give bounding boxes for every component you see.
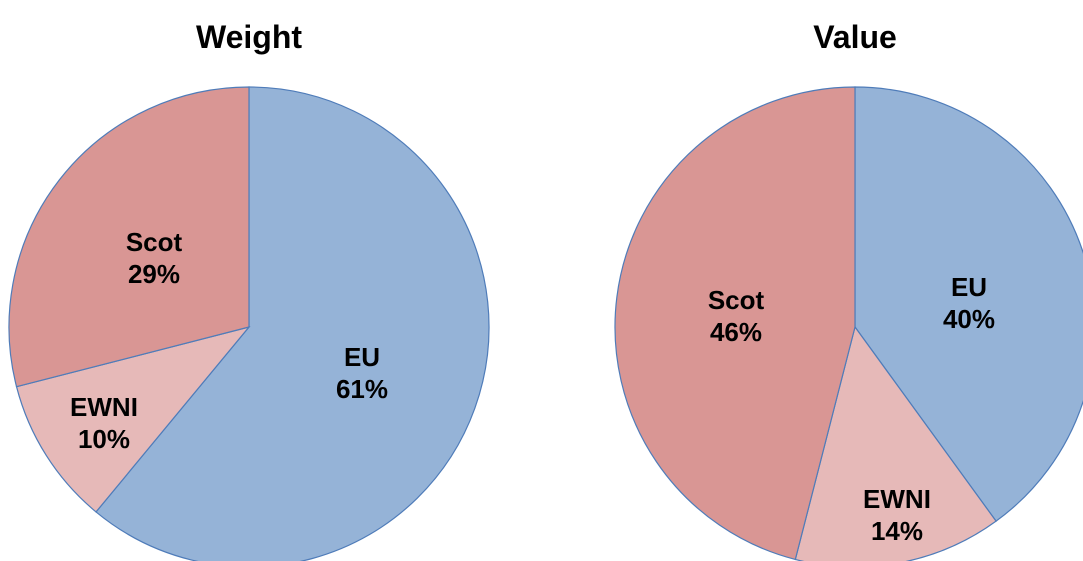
slice-label-value-eu: EU	[951, 272, 987, 302]
pie-slice-weight-scot	[8, 86, 250, 388]
slice-value-weight-ewni: 10%	[78, 424, 130, 454]
value-chart-title: Value	[813, 19, 897, 55]
slice-value-value-ewni: 14%	[871, 516, 923, 546]
slice-label-weight-eu: EU	[344, 342, 380, 372]
pie-slice-weight-ewni	[15, 325, 251, 513]
slice-value-weight-eu: 61%	[336, 374, 388, 404]
slice-value-value-eu: 40%	[943, 304, 995, 334]
slice-label-weight-scot: Scot	[126, 227, 183, 257]
pie-slice-weight-eu	[95, 86, 490, 561]
slice-value-value-scot: 46%	[710, 317, 762, 347]
pie-slice-value-ewni	[794, 325, 997, 561]
weight-chart-title: Weight	[196, 19, 302, 55]
slice-label-value-scot: Scot	[708, 285, 765, 315]
slice-value-weight-scot: 29%	[128, 259, 180, 289]
slice-label-weight-ewni: EWNI	[70, 392, 138, 422]
slice-label-value-ewni: EWNI	[863, 484, 931, 514]
pie-slice-value-scot	[614, 86, 856, 561]
pie-slice-value-eu	[854, 86, 1083, 522]
